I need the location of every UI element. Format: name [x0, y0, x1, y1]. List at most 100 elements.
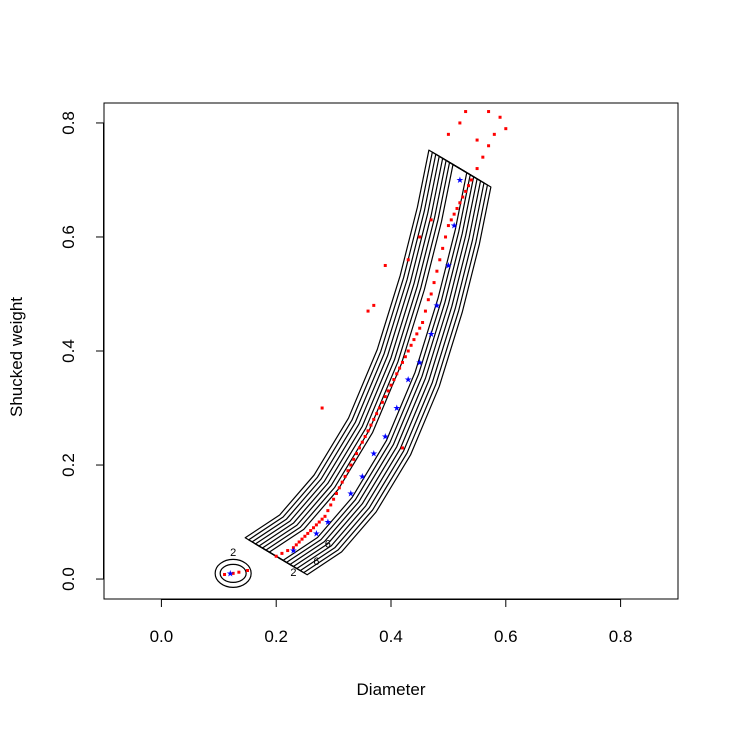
point: [409, 343, 413, 347]
point-star: ★: [358, 471, 366, 481]
point: [340, 480, 344, 484]
x-tick-label: 0.6: [494, 627, 518, 646]
plot-frame: [103, 102, 679, 600]
point: [403, 355, 407, 359]
point: [418, 326, 422, 330]
point-star: ★: [226, 568, 234, 578]
point: [314, 523, 318, 527]
point: [286, 549, 290, 553]
point-star: ★: [456, 175, 464, 185]
point-star: ★: [324, 517, 332, 527]
y-tick-label: 0.8: [59, 111, 78, 135]
point: [349, 463, 353, 467]
x-axis-label: Diameter: [357, 680, 426, 699]
point: [274, 554, 278, 558]
point-star: ★: [347, 489, 355, 499]
point-star: ★: [450, 221, 458, 231]
point: [464, 110, 468, 114]
point: [415, 332, 419, 336]
point: [389, 383, 393, 387]
point: [320, 517, 324, 521]
point: [369, 423, 373, 427]
point: [487, 144, 491, 148]
point: [352, 457, 356, 461]
point: [406, 349, 410, 353]
point: [280, 551, 284, 555]
point: [326, 509, 330, 513]
point: [455, 206, 459, 210]
point: [360, 440, 364, 444]
point: [343, 474, 347, 478]
point: [383, 263, 387, 267]
point: [300, 537, 304, 541]
contour-line: [244, 149, 492, 576]
point: [323, 514, 327, 518]
contour-line: [251, 153, 485, 572]
x-tick-label: 0.2: [264, 627, 288, 646]
point: [306, 531, 310, 535]
point: [357, 446, 361, 450]
point: [412, 338, 416, 342]
y-tick-label: 0.0: [59, 567, 78, 591]
point: [400, 446, 404, 450]
point-star: ★: [381, 432, 389, 442]
point: [444, 235, 448, 239]
point: [435, 269, 439, 273]
y-tick-label: 0.2: [59, 453, 78, 477]
point: [237, 570, 241, 574]
contour-label: 6: [325, 539, 331, 551]
axes: 0.0 0.2 0.4 0.6 0.8 0.0 0.2 0.4 0.6 0.8: [59, 111, 632, 646]
x-tick-label: 0.4: [379, 627, 403, 646]
point: [366, 309, 370, 313]
point: [380, 400, 384, 404]
point: [461, 195, 465, 199]
contour-line: [219, 563, 247, 583]
point: [498, 115, 502, 119]
point: [378, 406, 382, 410]
point-star: ★: [416, 357, 424, 367]
point: [418, 235, 422, 239]
point: [475, 167, 479, 171]
point: [466, 184, 470, 188]
point: [421, 320, 425, 324]
contour-line: [258, 157, 478, 568]
point-star: ★: [312, 528, 320, 538]
point: [246, 568, 249, 572]
point-star: ★: [444, 260, 452, 270]
point-star: ★: [427, 329, 435, 339]
point: [438, 258, 442, 262]
point: [423, 309, 427, 313]
point: [446, 132, 450, 136]
point: [294, 543, 298, 547]
point: [372, 417, 376, 421]
point: [441, 246, 445, 250]
point: [297, 540, 301, 544]
point: [392, 378, 396, 382]
point-star: ★: [393, 403, 401, 413]
density-contours: 2 2 66: [214, 149, 492, 588]
y-tick-label: 0.6: [59, 225, 78, 249]
point: [346, 469, 350, 473]
point: [492, 132, 496, 136]
point: [504, 127, 508, 131]
point-star: ★: [404, 375, 412, 385]
point: [395, 372, 399, 376]
data-points: ★★★★★★★★★★★★★★★★: [223, 110, 508, 578]
point: [400, 360, 404, 364]
point: [406, 258, 410, 262]
point: [375, 412, 379, 416]
contour-label: 6: [313, 556, 319, 568]
point: [449, 218, 453, 222]
point: [383, 395, 387, 399]
point: [458, 201, 462, 205]
point: [429, 218, 433, 222]
point-star: ★: [370, 449, 378, 459]
point-star: ★: [433, 300, 441, 310]
contour-label: 2: [230, 547, 236, 559]
y-tick-label: 0.4: [59, 339, 78, 363]
point: [464, 189, 468, 193]
contour-line: [214, 558, 252, 588]
x-tick-label: 0.8: [609, 627, 633, 646]
point: [231, 571, 235, 575]
